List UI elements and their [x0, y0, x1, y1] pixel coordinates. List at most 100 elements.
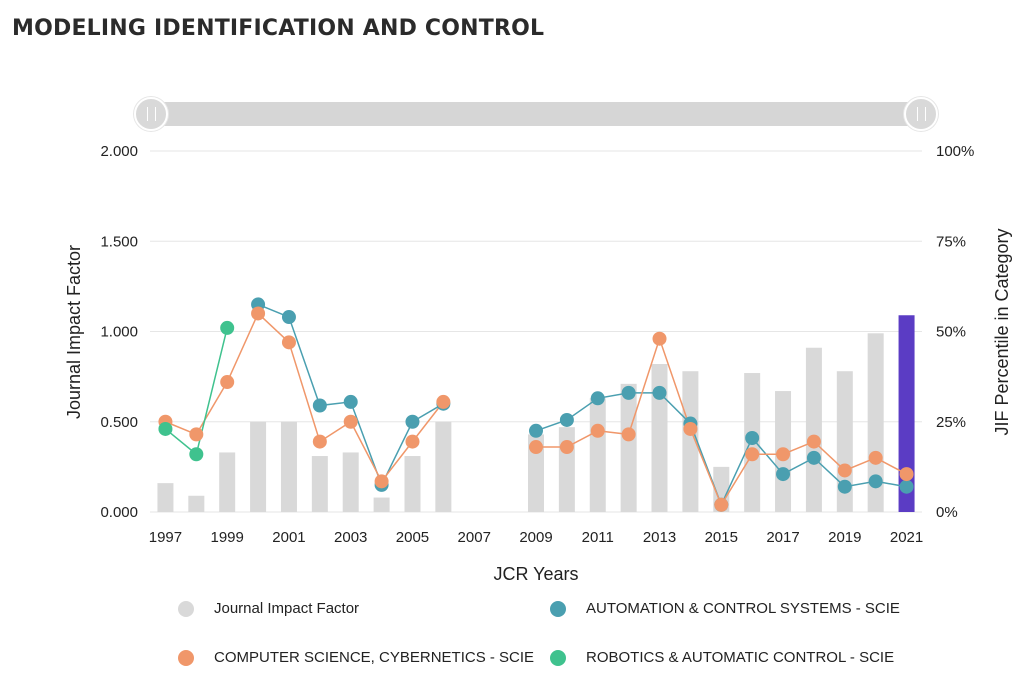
bar [836, 371, 853, 512]
y2-tick-label: 75% [936, 233, 966, 250]
point-cybernetics [683, 421, 698, 436]
x-tick-label: 2015 [705, 529, 738, 546]
legend-item-jif[interactable]: Journal Impact Factor [178, 600, 359, 617]
legend-marker-icon [178, 649, 194, 666]
bar-series [157, 315, 915, 512]
legend-label: COMPUTER SCIENCE, CYBERNETICS - SCIE [214, 649, 535, 666]
point-cybernetics [714, 497, 729, 512]
bar [280, 421, 297, 512]
point-automation [281, 310, 296, 325]
point-automation [343, 394, 358, 409]
bar [528, 434, 544, 512]
y-tick-label: 2.000 [100, 143, 138, 160]
point-robotics [158, 421, 173, 436]
legend-item-cybernetics[interactable]: COMPUTER SCIENCE, CYBERNETICS - SCIE [178, 649, 534, 666]
y-axis-title: Journal Impact Factor [64, 245, 84, 419]
bar [805, 347, 822, 512]
bar [651, 363, 668, 512]
y-tick-label: 0.500 [100, 414, 138, 431]
y2-axis-ticks: 0% 25% 50% 75% 100% [936, 143, 974, 521]
point-automation [590, 391, 605, 406]
x-tick-label: 2007 [458, 529, 491, 546]
bar [404, 456, 421, 512]
point-cybernetics [806, 434, 821, 449]
point-cybernetics [220, 375, 235, 390]
y2-tick-label: 100% [936, 143, 974, 160]
legend-marker-icon [178, 600, 194, 617]
point-automation [776, 467, 791, 482]
point-cybernetics [189, 427, 204, 442]
legend-label: ROBOTICS & AUTOMATIC CONTROL - SCIE [586, 649, 895, 666]
legend-item-automation[interactable]: AUTOMATION & CONTROL SYSTEMS - SCIE [550, 600, 900, 617]
bar [373, 497, 390, 512]
point-cybernetics [837, 463, 852, 478]
legend-item-robotics[interactable]: ROBOTICS & AUTOMATIC CONTROL - SCIE [550, 649, 894, 666]
bar [620, 383, 637, 512]
point-cybernetics [776, 447, 791, 462]
x-tick-label: 1999 [211, 529, 244, 546]
point-cybernetics [343, 414, 358, 429]
bar [867, 333, 884, 512]
legend-label: AUTOMATION & CONTROL SYSTEMS - SCIE [586, 600, 900, 617]
point-cybernetics [621, 427, 636, 442]
point-robotics [189, 447, 204, 462]
legend-marker-icon [550, 649, 566, 666]
point-cybernetics [312, 434, 327, 449]
bar-highlighted [898, 315, 915, 512]
point-automation [652, 385, 667, 400]
point-cybernetics [745, 447, 760, 462]
x-tick-label: 2005 [396, 529, 429, 546]
bar [682, 371, 699, 512]
point-series [158, 297, 914, 512]
point-robotics [220, 320, 235, 335]
series-line-cybernetics [165, 312, 444, 483]
x-tick-label: 2009 [519, 529, 552, 546]
bar [558, 427, 575, 512]
point-cybernetics [652, 331, 667, 346]
point-cybernetics [251, 306, 266, 321]
y-tick-label: 1.000 [100, 324, 138, 341]
point-automation [621, 385, 636, 400]
point-cybernetics [436, 394, 451, 409]
x-tick-label: 2021 [890, 529, 923, 546]
year-range-start-handle[interactable] [134, 97, 168, 131]
point-cybernetics [281, 335, 296, 350]
chart: 0.000 0.500 1.000 1.500 2.000 0% 25% 50% 75% 100… [64, 143, 1012, 584]
point-cybernetics [374, 474, 389, 489]
point-automation [312, 398, 327, 413]
point-automation [806, 450, 821, 465]
year-range-end-handle[interactable] [904, 97, 938, 131]
x-axis-title: JCR Years [493, 564, 578, 584]
point-cybernetics [405, 434, 420, 449]
x-tick-label: 1997 [149, 529, 182, 546]
year-range-slider-track[interactable] [150, 102, 922, 126]
bar [219, 452, 236, 512]
bar [342, 452, 359, 512]
legend-marker-icon [550, 600, 566, 617]
page-title: MODELING IDENTIFICATION AND CONTROL [12, 16, 545, 41]
point-automation [868, 474, 883, 489]
bar [435, 421, 452, 512]
x-tick-label: 2019 [828, 529, 861, 546]
grip-icon [916, 107, 926, 121]
y-tick-label: 1.500 [100, 233, 138, 250]
legend-label: Journal Impact Factor [214, 600, 360, 617]
y2-tick-label: 50% [936, 324, 966, 341]
x-tick-label: 2003 [334, 529, 367, 546]
bar [250, 421, 267, 512]
bar [311, 456, 328, 512]
grip-icon [146, 107, 156, 121]
point-automation [559, 412, 574, 427]
y2-tick-label: 0% [936, 504, 958, 521]
x-tick-label: 2017 [766, 529, 799, 546]
x-tick-label: 2011 [582, 529, 614, 546]
x-axis-ticks: 1997 1999 2001 2003 2005 2007 2009 2011 2013 2015… [149, 529, 923, 546]
point-automation [745, 430, 760, 445]
x-tick-label: 2013 [643, 529, 676, 546]
bar [157, 483, 174, 512]
y-tick-label: 0.000 [100, 504, 138, 521]
bar [589, 398, 606, 512]
point-cybernetics [529, 440, 543, 455]
x-tick-label: 2001 [272, 529, 305, 546]
point-cybernetics [899, 467, 914, 482]
